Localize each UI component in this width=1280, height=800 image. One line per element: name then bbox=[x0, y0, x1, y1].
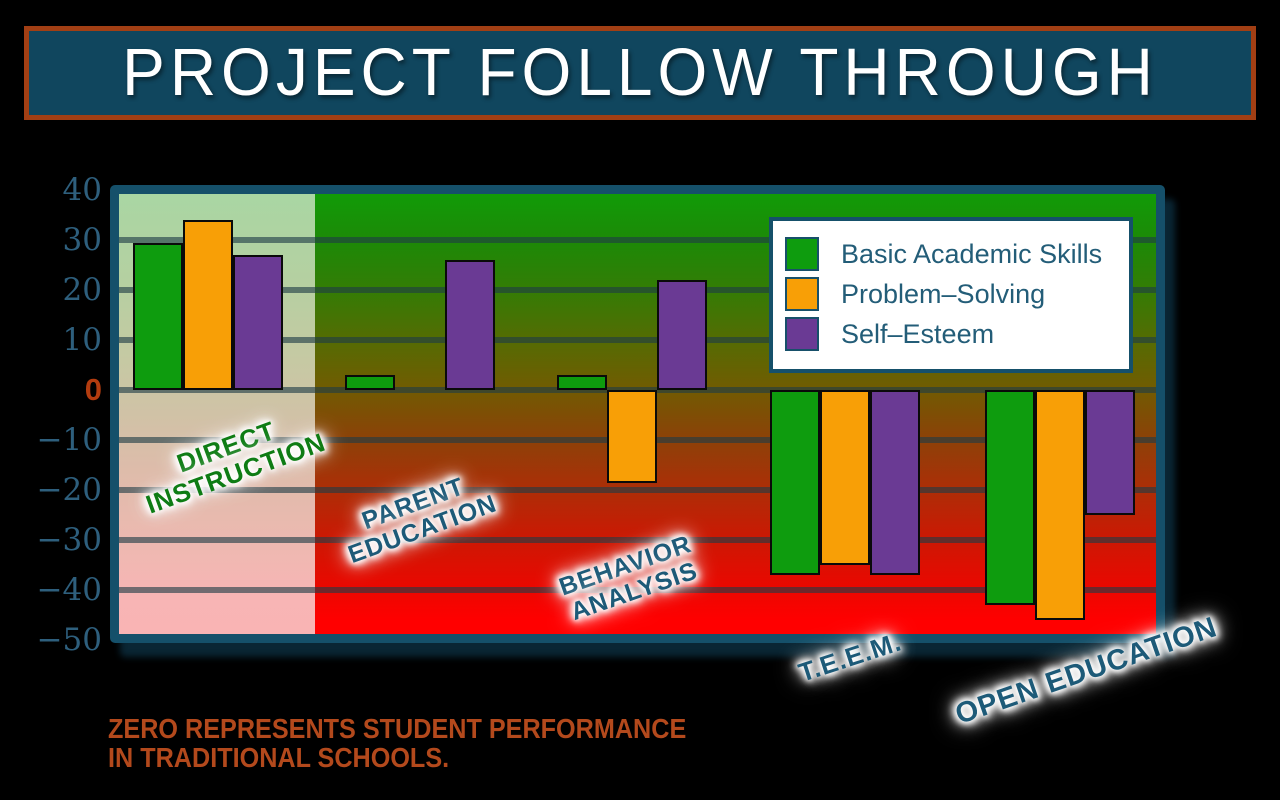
legend-item-problem-solving: Problem–Solving bbox=[785, 277, 1129, 311]
zero-note-line2: IN TRADITIONAL SCHOOLS. bbox=[108, 742, 450, 773]
y-tick-label-0: 0 bbox=[84, 372, 102, 407]
bar-open-education-basic-academic-skills bbox=[985, 390, 1035, 605]
bar-behavior-analysis-self-esteem bbox=[657, 280, 707, 390]
bar-parent-education-basic-academic-skills bbox=[345, 375, 395, 390]
bar-t-e-e-m-problem-solving bbox=[820, 390, 870, 565]
title-banner: PROJECT FOLLOW THROUGH bbox=[24, 26, 1256, 120]
legend-swatch-self-esteem bbox=[785, 317, 819, 351]
gridline-10 bbox=[119, 337, 1156, 343]
gridline--30 bbox=[119, 537, 1156, 543]
legend-label-basic-academic-skills: Basic Academic Skills bbox=[841, 238, 1103, 269]
legend-label-self-esteem: Self–Esteem bbox=[841, 318, 995, 349]
gridline--40 bbox=[119, 587, 1156, 593]
bar-behavior-analysis-basic-academic-skills bbox=[557, 375, 607, 390]
bar-direct-instruction-self-esteem bbox=[233, 255, 283, 390]
zero-note-line1: ZERO REPRESENTS STUDENT PERFORMANCE bbox=[108, 713, 687, 744]
legend: Basic Academic Skills Problem–Solving Se… bbox=[769, 217, 1133, 373]
legend-item-self-esteem: Self–Esteem bbox=[785, 317, 1129, 351]
legend-swatch-basic-academic-skills bbox=[785, 237, 819, 271]
legend-item-basic-academic-skills: Basic Academic Skills bbox=[785, 237, 1129, 271]
bar-direct-instruction-basic-academic-skills bbox=[133, 242, 183, 390]
page-title: PROJECT FOLLOW THROUGH bbox=[122, 34, 1158, 110]
bar-behavior-analysis-problem-solving bbox=[607, 390, 657, 483]
y-axis: 40 30 20 10 0 −10 −20 −30 −40 −50 bbox=[16, 172, 102, 665]
plot-frame: DIRECT INSTRUCTION PARENT EDUCATION BEHA… bbox=[110, 185, 1165, 643]
y-tick-label--10: −10 bbox=[36, 422, 102, 458]
bar-direct-instruction-problem-solving bbox=[183, 220, 233, 390]
bar-open-education-problem-solving bbox=[1035, 390, 1085, 620]
y-tick-label--50: −50 bbox=[36, 622, 102, 658]
y-tick-label-40: 40 bbox=[62, 172, 102, 208]
bar-parent-education-self-esteem bbox=[445, 260, 495, 390]
bar-t-e-e-m-self-esteem bbox=[870, 390, 920, 575]
legend-swatch-problem-solving bbox=[785, 277, 819, 311]
gridline-30 bbox=[119, 237, 1156, 243]
y-tick-label-20: 20 bbox=[62, 272, 102, 308]
y-tick-label--40: −40 bbox=[36, 572, 102, 608]
gridline--20 bbox=[119, 487, 1156, 493]
y-tick-label-30: 30 bbox=[62, 222, 102, 258]
zero-note: ZERO REPRESENTS STUDENT PERFORMANCE IN T… bbox=[108, 714, 686, 772]
y-tick-label--30: −30 bbox=[36, 522, 102, 558]
legend-label-problem-solving: Problem–Solving bbox=[841, 278, 1046, 309]
bar-t-e-e-m-basic-academic-skills bbox=[770, 390, 820, 575]
gridline-20 bbox=[119, 287, 1156, 293]
y-tick-label--20: −20 bbox=[36, 472, 102, 508]
y-tick-label-10: 10 bbox=[62, 322, 102, 358]
plot-area: DIRECT INSTRUCTION PARENT EDUCATION BEHA… bbox=[119, 194, 1156, 634]
bar-open-education-self-esteem bbox=[1085, 390, 1135, 515]
category-label-parent-education: PARENT EDUCATION bbox=[344, 472, 501, 570]
